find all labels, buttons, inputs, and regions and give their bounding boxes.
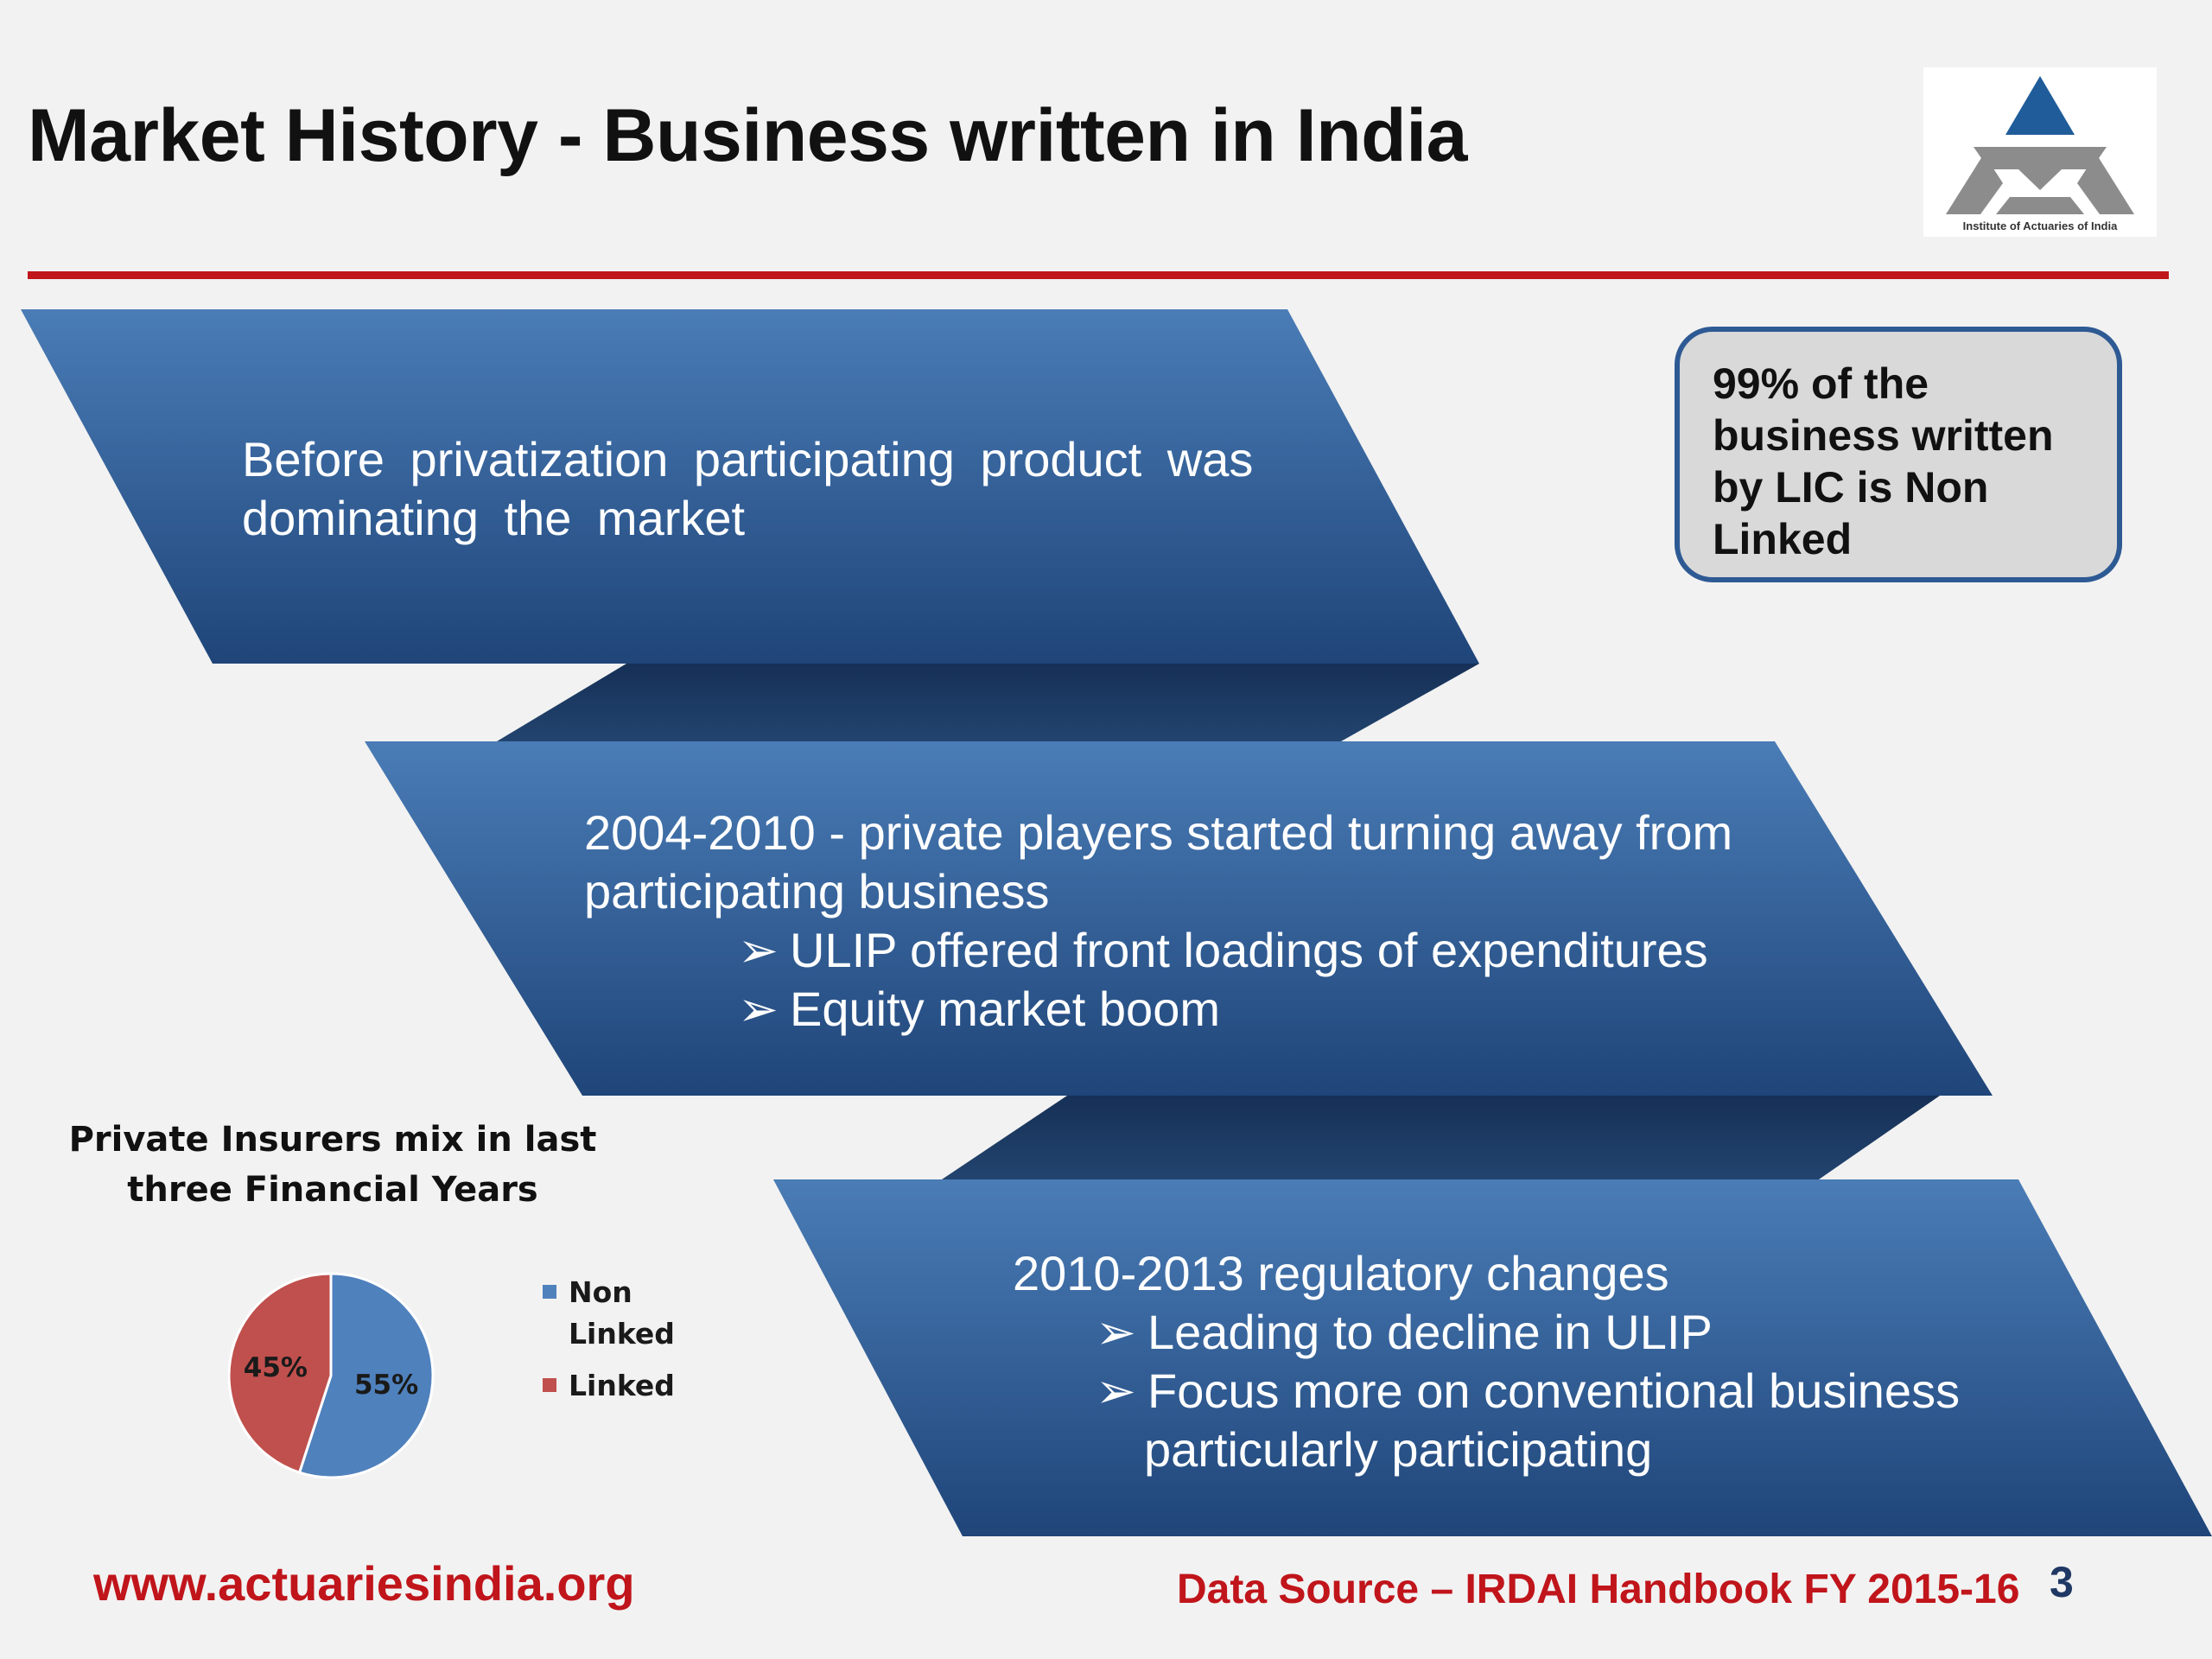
band-3-shape: [773, 1179, 2212, 1536]
logo-caption: Institute of Actuaries of India: [1962, 219, 2118, 232]
pie-data-label: 55%: [354, 1370, 418, 1401]
bullet-text: Leading to decline in ULIP: [1147, 1305, 1713, 1359]
page-number: 3: [2050, 1558, 2074, 1606]
lic-callout: 99% of the business written by LIC is No…: [1675, 327, 2122, 582]
band-1-shape: [21, 309, 1479, 664]
data-source: Data Source – IRDAI Handbook FY 2015-16: [1177, 1567, 2020, 1612]
pie-slice-linked: [227, 1272, 333, 1475]
arrow-bullet-icon: ➢: [1096, 1305, 1136, 1359]
pie-chart: 55% 45%: [227, 1272, 435, 1479]
chart-legend: Non Linked Linked: [541, 1272, 707, 1407]
legend-label: Linked: [569, 1317, 675, 1351]
band-2-bullet: ➢ Equity market boom: [584, 980, 1732, 1039]
arrow-bullet-icon: ➢: [738, 982, 779, 1036]
band-connector-2: [942, 1096, 1940, 1179]
arrow-bullet-icon: ➢: [1096, 1363, 1136, 1418]
callout-text: 99% of the business written by LIC is No…: [1713, 359, 2054, 563]
band-1-line: Before privatization participating produ…: [242, 432, 1254, 486]
legend-item-linked: Linked: [541, 1365, 707, 1407]
title-divider: [28, 271, 2169, 279]
pie-data-label: 45%: [244, 1352, 308, 1383]
bullet-text: Focus more on conventional business: [1147, 1363, 1961, 1418]
band-connector-1: [497, 664, 1479, 741]
legend-swatch: [543, 1285, 556, 1299]
legend-label: Linked: [569, 1369, 675, 1402]
band-1-line: dominating the market: [242, 491, 746, 545]
band-2-bullet: ➢ ULIP offered front loadings of expendit…: [584, 921, 1732, 980]
band-3-bullet: ➢ Focus more on conventional business: [1013, 1362, 1960, 1421]
band-2-text: 2004-2010 - private players started turn…: [584, 804, 1732, 1039]
institute-logo: Institute of Actuaries of India: [1923, 67, 2157, 237]
legend-swatch: [543, 1378, 556, 1392]
chart-title: Private Insurers mix in last three Finan…: [68, 1120, 597, 1210]
footer-url[interactable]: www.actuariesindia.org: [93, 1556, 635, 1611]
band-2-line: participating business: [584, 864, 1050, 918]
legend-item-non-linked: Non Linked: [541, 1272, 707, 1355]
logo-mark-icon: [1946, 76, 2134, 214]
band-3-continuation: particularly participating: [1144, 1422, 1653, 1477]
arrow-bullet-icon: ➢: [738, 923, 779, 977]
band-2-shape: [365, 741, 1993, 1096]
bullet-text: ULIP offered front loadings of expenditu…: [790, 923, 1708, 977]
band-3-line: 2010-2013 regulatory changes: [1013, 1246, 1669, 1300]
pie-slice-non-linked: [297, 1272, 435, 1479]
band-2-line: 2004-2010 - private players started turn…: [584, 805, 1733, 860]
band-3-text: 2010-2013 regulatory changes ➢ Leading to…: [1013, 1244, 1960, 1479]
band-3-bullet: ➢ Leading to decline in ULIP: [1013, 1303, 1960, 1362]
slide-title: Market History - Business written in Ind…: [28, 94, 1467, 177]
band-1-text: Before privatization participating produ…: [242, 430, 1253, 548]
bullet-text: Equity market boom: [790, 982, 1220, 1036]
legend-label: Non: [569, 1275, 632, 1309]
